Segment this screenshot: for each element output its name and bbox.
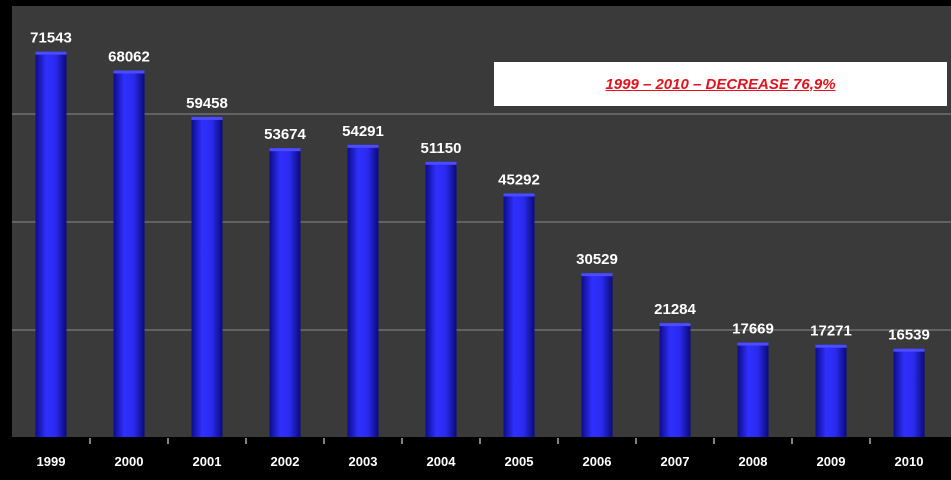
- x-tick-label-2001: 2001: [193, 454, 222, 469]
- bar-top-2010: [893, 348, 925, 352]
- x-axis-ticks: 1999 2000 2001 2002 2003 2004 2005 2006 2007 2008…: [37, 438, 924, 469]
- bar-1999: [35, 51, 67, 439]
- data-labels: 71543 68062 59458 53674 54291 51150 45292 30529…: [30, 30, 930, 344]
- x-tick-label-2005: 2005: [505, 454, 534, 469]
- x-tick-label-2007: 2007: [661, 454, 690, 469]
- data-label-2001: 59458: [186, 95, 228, 112]
- x-tick-label-2009: 2009: [817, 454, 846, 469]
- x-tick-label-2004: 2004: [427, 454, 457, 469]
- bar-top-2008: [737, 342, 769, 346]
- bar-2003: [347, 144, 379, 438]
- bar-2002: [269, 148, 301, 438]
- x-tick-label-2002: 2002: [271, 454, 300, 469]
- bar-2001: [191, 116, 223, 438]
- bar-top-2000: [113, 70, 145, 74]
- x-tick-label-2008: 2008: [739, 454, 768, 469]
- annotation-text: 1999 – 2010 – DECREASE 76,9%: [605, 75, 836, 93]
- bar-top-2002: [269, 148, 301, 152]
- bar-2009: [815, 344, 847, 438]
- data-label-2000: 68062: [108, 48, 150, 65]
- x-tick-label-1999: 1999: [37, 454, 66, 469]
- data-label-2006: 30529: [576, 251, 618, 268]
- annotation-box: 1999 – 2010 – DECREASE 76,9%: [494, 62, 947, 106]
- bars: [35, 51, 925, 439]
- bar-2010: [893, 348, 925, 438]
- bar-top-2003: [347, 144, 379, 148]
- bar-top-2005: [503, 193, 535, 197]
- x-tick-label-2000: 2000: [115, 454, 144, 469]
- data-label-2003: 54291: [342, 123, 384, 140]
- bar-top-2006: [581, 273, 613, 277]
- bar-top-2009: [815, 344, 847, 348]
- bar-2000: [113, 70, 145, 438]
- bar-top-2007: [659, 323, 691, 327]
- data-label-2007: 21284: [654, 301, 696, 318]
- gridlines: [12, 113, 951, 331]
- data-label-2010: 16539: [888, 327, 930, 344]
- bar-top-2004: [425, 161, 457, 165]
- bar-2006: [581, 273, 613, 438]
- bar-top-1999: [35, 51, 67, 55]
- x-tick-label-2003: 2003: [349, 454, 378, 469]
- data-label-2008: 17669: [732, 321, 774, 338]
- data-label-2002: 53674: [264, 126, 306, 143]
- data-label-2009: 17271: [810, 323, 852, 340]
- data-label-2005: 45292: [498, 171, 540, 188]
- x-tick-label-2006: 2006: [583, 454, 612, 469]
- bar-2007: [659, 323, 691, 438]
- bar-2004: [425, 161, 457, 439]
- data-label-1999: 71543: [30, 30, 72, 47]
- x-tick-label-2010: 2010: [895, 454, 924, 469]
- data-label-2004: 51150: [421, 140, 462, 157]
- bar-2005: [503, 193, 535, 438]
- bar-top-2001: [191, 116, 223, 120]
- bar-2008: [737, 342, 769, 438]
